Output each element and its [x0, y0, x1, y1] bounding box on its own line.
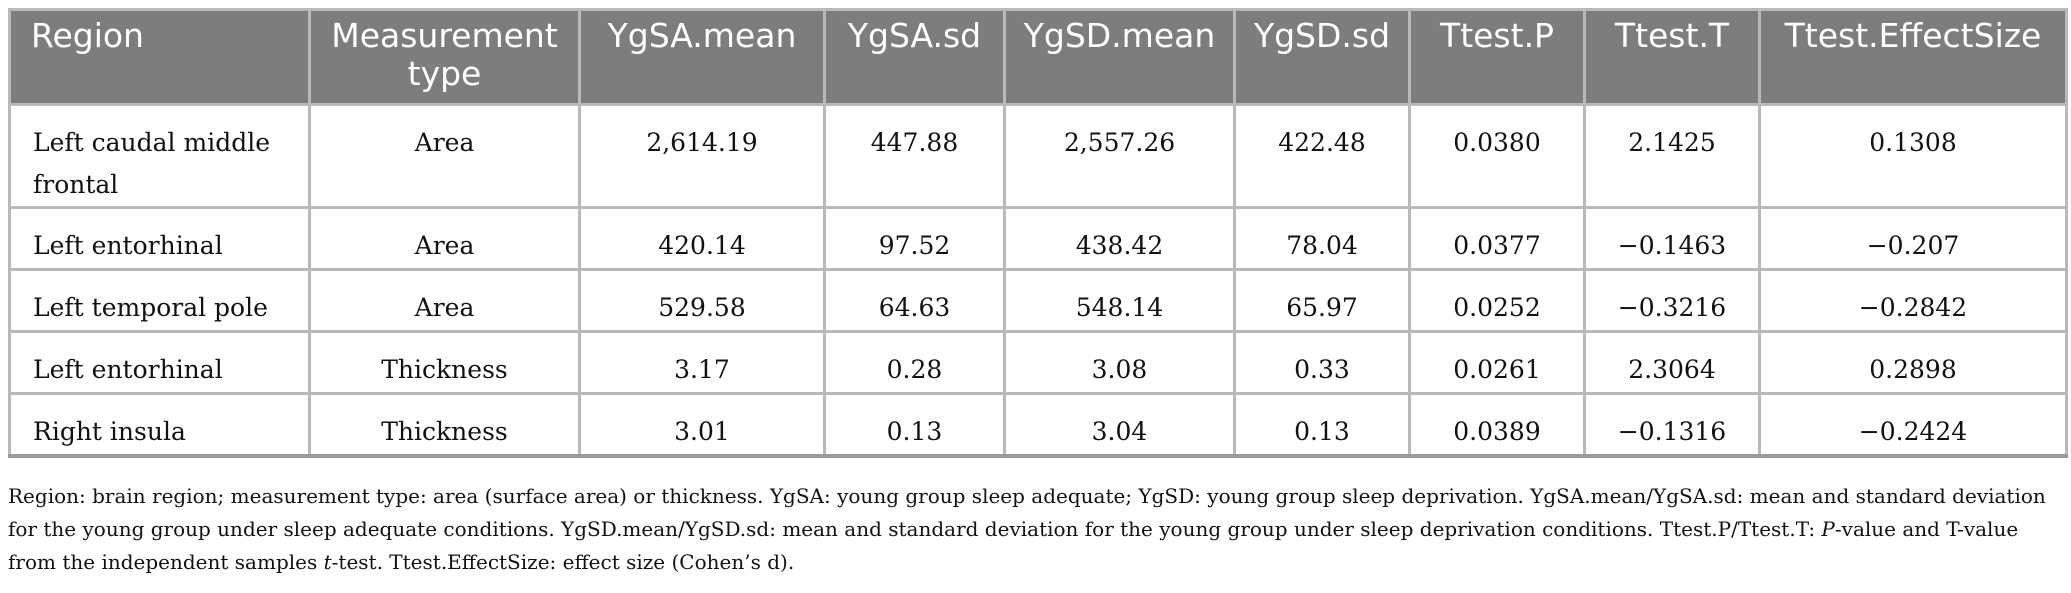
header-region: Region [8, 8, 311, 105]
cell-ttest-t: −0.1463 [1583, 206, 1761, 271]
header-ygsd-mean: YgSD.mean [1003, 8, 1236, 105]
cell-measurement-type: Thickness [308, 392, 581, 458]
cell-ygsa-mean: 2,614.19 [578, 103, 826, 209]
cell-measurement-type: Area [308, 268, 581, 333]
results-table: Region Measurement type YgSA.mean YgSA.s… [8, 8, 2068, 458]
cell-ttest-p: 0.0380 [1408, 103, 1586, 209]
footnote-p-italic: P [1821, 517, 1835, 541]
cell-ygsa-mean: 3.01 [578, 392, 826, 458]
footnote-text-part1: Region: brain region; measurement type: … [8, 484, 2046, 541]
cell-ygsd-sd: 0.13 [1233, 392, 1411, 458]
results-table-container: Region Measurement type YgSA.mean YgSA.s… [8, 8, 2068, 458]
cell-region: Left temporal pole [8, 268, 311, 333]
cell-ttest-effect-size: −0.2424 [1758, 392, 2068, 458]
cell-ygsd-mean: 2,557.26 [1003, 103, 1236, 209]
cell-ygsa-mean: 420.14 [578, 206, 826, 271]
header-row: Region Measurement type YgSA.mean YgSA.s… [8, 8, 2068, 105]
cell-region: Left entorhinal [8, 330, 311, 395]
cell-region: Right insula [8, 392, 311, 458]
cell-measurement-type: Thickness [308, 330, 581, 395]
table-row: Right insula Thickness 3.01 0.13 3.04 0.… [8, 392, 2068, 458]
cell-ttest-effect-size: −0.207 [1758, 206, 2068, 271]
header-ttest-effect-size: Ttest.EffectSize [1758, 8, 2068, 105]
cell-ygsd-mean: 3.04 [1003, 392, 1236, 458]
cell-ygsd-mean: 438.42 [1003, 206, 1236, 271]
cell-ygsd-mean: 548.14 [1003, 268, 1236, 333]
cell-ygsa-sd: 97.52 [823, 206, 1006, 271]
header-ygsd-sd: YgSD.sd [1233, 8, 1411, 105]
cell-ttest-t: 2.3064 [1583, 330, 1761, 395]
cell-region: Left entorhinal [8, 206, 311, 271]
cell-ygsa-mean: 3.17 [578, 330, 826, 395]
table-header: Region Measurement type YgSA.mean YgSA.s… [8, 8, 2068, 105]
footnote-t-italic: t [323, 550, 332, 574]
table-body: Left caudal middle frontal Area 2,614.19… [8, 103, 2068, 458]
cell-ttest-t: −0.1316 [1583, 392, 1761, 458]
cell-ygsa-mean: 529.58 [578, 268, 826, 333]
cell-ygsd-sd: 422.48 [1233, 103, 1411, 209]
cell-ygsd-sd: 65.97 [1233, 268, 1411, 333]
header-measurement-type: Measurement type [308, 8, 581, 105]
cell-ttest-effect-size: 0.2898 [1758, 330, 2068, 395]
table-footnote: Region: brain region; measurement type: … [8, 480, 2063, 579]
footnote-text-part2: -value and T-value from the independent … [8, 517, 2019, 574]
cell-ttest-t: −0.3216 [1583, 268, 1761, 333]
cell-ygsa-sd: 64.63 [823, 268, 1006, 333]
cell-measurement-type: Area [308, 103, 581, 209]
cell-ttest-t: 2.1425 [1583, 103, 1761, 209]
cell-ttest-p: 0.0252 [1408, 268, 1586, 333]
cell-ygsd-sd: 78.04 [1233, 206, 1411, 271]
cell-ttest-p: 0.0261 [1408, 330, 1586, 395]
cell-ttest-effect-size: −0.2842 [1758, 268, 2068, 333]
cell-ygsa-sd: 447.88 [823, 103, 1006, 209]
table-row: Left caudal middle frontal Area 2,614.19… [8, 103, 2068, 209]
cell-measurement-type: Area [308, 206, 581, 271]
header-ttest-p: Ttest.P [1408, 8, 1586, 105]
cell-ygsd-sd: 0.33 [1233, 330, 1411, 395]
table-row: Left entorhinal Thickness 3.17 0.28 3.08… [8, 330, 2068, 395]
header-ygsa-mean: YgSA.mean [578, 8, 826, 105]
header-ygsa-sd: YgSA.sd [823, 8, 1006, 105]
cell-ygsa-sd: 0.28 [823, 330, 1006, 395]
cell-ttest-p: 0.0389 [1408, 392, 1586, 458]
cell-ttest-effect-size: 0.1308 [1758, 103, 2068, 209]
table-row: Left entorhinal Area 420.14 97.52 438.42… [8, 206, 2068, 271]
header-ttest-t: Ttest.T [1583, 8, 1761, 105]
table-row: Left temporal pole Area 529.58 64.63 548… [8, 268, 2068, 333]
cell-ygsd-mean: 3.08 [1003, 330, 1236, 395]
cell-region: Left caudal middle frontal [8, 103, 311, 209]
footnote-text-part3: -test. Ttest.EffectSize: effect size (Co… [331, 550, 795, 574]
cell-ttest-p: 0.0377 [1408, 206, 1586, 271]
cell-ygsa-sd: 0.13 [823, 392, 1006, 458]
